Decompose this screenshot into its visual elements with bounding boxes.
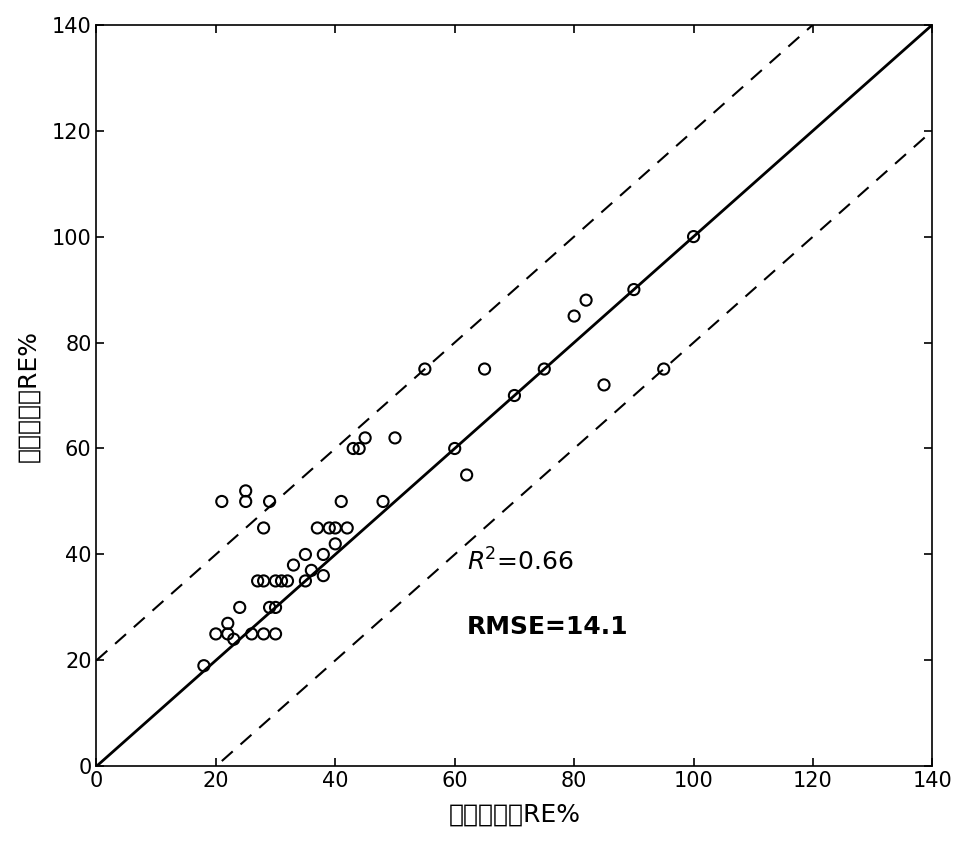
Point xyxy=(256,521,271,534)
Point xyxy=(686,230,702,244)
Point xyxy=(339,521,355,534)
Point xyxy=(303,564,319,577)
Point xyxy=(267,574,283,588)
Point xyxy=(578,293,594,307)
Point xyxy=(567,309,582,323)
Point xyxy=(358,431,373,444)
Point xyxy=(537,362,552,376)
Point xyxy=(328,521,343,534)
Point xyxy=(286,558,301,572)
Point xyxy=(322,521,337,534)
Point xyxy=(262,495,277,508)
Point xyxy=(262,601,277,615)
Point xyxy=(280,574,296,588)
Point xyxy=(220,627,235,641)
Text: RMSE=14.1: RMSE=14.1 xyxy=(467,615,628,639)
Point xyxy=(238,484,254,497)
Point xyxy=(256,574,271,588)
Point xyxy=(208,627,224,641)
Point xyxy=(596,379,611,392)
Point xyxy=(214,495,230,508)
Point xyxy=(656,362,672,376)
Point xyxy=(626,282,641,296)
Point xyxy=(310,521,326,534)
Point xyxy=(345,442,360,455)
Point xyxy=(297,574,313,588)
Point xyxy=(256,627,271,641)
X-axis label: 实际观测值RE%: 实际观测值RE% xyxy=(449,803,580,826)
Point xyxy=(267,627,283,641)
Point xyxy=(220,616,235,630)
Point xyxy=(244,627,260,641)
Point xyxy=(375,495,391,508)
Point xyxy=(447,442,462,455)
Text: $\it{R}$$^{2}$=0.66: $\it{R}$$^{2}$=0.66 xyxy=(467,549,574,576)
Y-axis label: 模型预测值RE%: 模型预测值RE% xyxy=(16,330,41,461)
Point xyxy=(238,495,254,508)
Point xyxy=(477,362,492,376)
Point xyxy=(316,548,331,561)
Point xyxy=(297,548,313,561)
Point xyxy=(267,601,283,615)
Point xyxy=(388,431,403,444)
Point xyxy=(417,362,432,376)
Point xyxy=(226,632,241,646)
Point xyxy=(507,389,522,402)
Point xyxy=(352,442,367,455)
Point xyxy=(232,601,247,615)
Point xyxy=(250,574,266,588)
Point xyxy=(274,574,290,588)
Point xyxy=(196,659,211,673)
Point xyxy=(328,537,343,550)
Point xyxy=(459,468,475,481)
Point xyxy=(316,569,331,583)
Point xyxy=(333,495,349,508)
